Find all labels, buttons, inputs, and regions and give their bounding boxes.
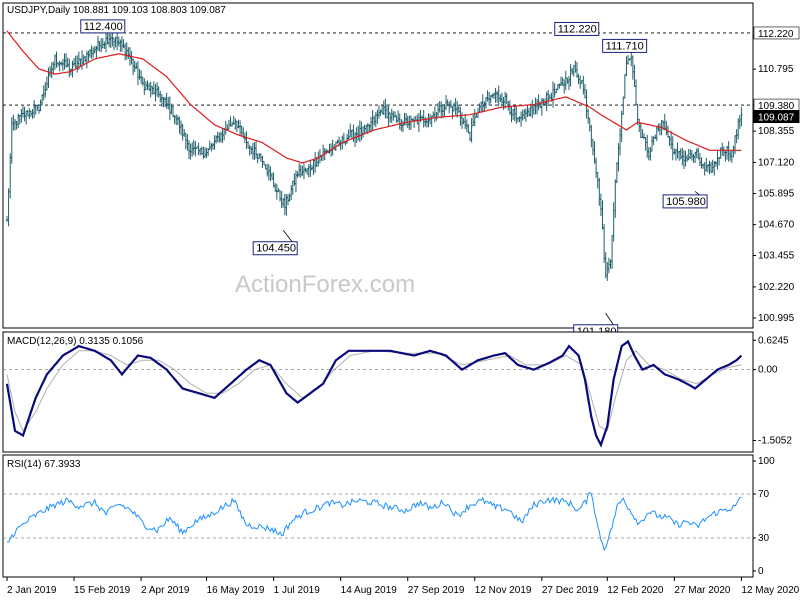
annotation-label: 105.980 bbox=[666, 196, 706, 208]
rsi-line bbox=[7, 491, 742, 552]
macd-tick-label: 0.00 bbox=[758, 365, 778, 376]
price-tick-label: 104.670 bbox=[758, 220, 795, 231]
price-y-axis: 112.110110.795109.380108.355107.120105.8… bbox=[752, 3, 800, 328]
price-level-tag: 112.220 bbox=[753, 26, 800, 40]
price-level-label: 109.380 bbox=[758, 101, 795, 112]
x-tick-label: 12 Feb 2020 bbox=[607, 585, 664, 596]
x-tick-label: 27 Sep 2019 bbox=[408, 585, 465, 596]
annotation-box bbox=[602, 38, 648, 53]
moving-average-line bbox=[6, 30, 742, 164]
rsi-panel bbox=[2, 454, 754, 578]
macd-tick-label: 0.6245 bbox=[758, 335, 789, 346]
x-tick-label: 14 Aug 2019 bbox=[341, 585, 398, 596]
annotation-label: 104.450 bbox=[256, 243, 296, 255]
x-tick-label: 27 Dec 2019 bbox=[542, 585, 599, 596]
rsi-tick-label: 30 bbox=[758, 533, 770, 544]
symbol-info: USDJPY,Daily 108.881 109.103 108.803 109… bbox=[7, 5, 226, 16]
x-tick-label: 12 Nov 2019 bbox=[475, 585, 532, 596]
price-resistance-lines bbox=[3, 32, 753, 106]
annotation-box bbox=[662, 194, 708, 209]
annotation-label: 112.400 bbox=[84, 21, 123, 33]
last-price-box bbox=[753, 110, 800, 124]
price-annotation: 111.710 bbox=[602, 38, 648, 53]
rsi-tick-label: 0 bbox=[758, 566, 764, 577]
price-annotation: 105.980 bbox=[662, 191, 708, 209]
annotation-label: 111.710 bbox=[606, 40, 644, 52]
macd-panel bbox=[2, 331, 754, 453]
macd-line bbox=[5, 339, 743, 448]
rsi-label: RSI(14) 67.3933 bbox=[7, 459, 81, 470]
price-annotation: 112.400 bbox=[80, 19, 126, 34]
annotation-box bbox=[80, 19, 126, 34]
price-tick-label: 108.355 bbox=[758, 126, 795, 137]
price-annotation: 112.220 bbox=[554, 21, 600, 36]
price-bars bbox=[5, 29, 743, 281]
x-tick-label: 27 Mar 2020 bbox=[674, 585, 731, 596]
x-tick-label: 16 May 2019 bbox=[207, 585, 265, 596]
price-level-label: 112.220 bbox=[758, 29, 794, 40]
rsi-tick-label: 70 bbox=[758, 489, 770, 500]
x-tick-label: 12 May 2020 bbox=[741, 585, 799, 596]
price-level-box bbox=[753, 26, 800, 40]
price-tick-label: 107.120 bbox=[758, 157, 795, 168]
annotation-box bbox=[554, 21, 600, 36]
annotation-box bbox=[252, 241, 298, 256]
x-axis: 2 Jan 2019 15 Feb 2019 2 Apr 2019 16 May 20… bbox=[6, 577, 800, 596]
price-tick-label: 110.795 bbox=[758, 64, 794, 75]
ohlc-bar bbox=[740, 106, 743, 127]
annotation-label: 112.220 bbox=[558, 23, 597, 35]
macd-tick-label: -1.5052 bbox=[758, 435, 792, 446]
price-tick-label: 105.895 bbox=[758, 189, 795, 200]
x-tick-label: 15 Feb 2019 bbox=[74, 585, 131, 596]
rsi-y-axis: 100 70 30 0 bbox=[752, 455, 775, 577]
price-tick-label: 103.455 bbox=[758, 251, 795, 262]
x-tick-label: 2 Apr 2019 bbox=[141, 585, 190, 596]
x-tick-label: 2 Jan 2019 bbox=[7, 585, 57, 596]
rsi-tick-label: 100 bbox=[758, 456, 775, 467]
macd-y-axis: 0.6245 0.00 -1.5052 bbox=[752, 332, 792, 452]
last-price-tag: 109.087 bbox=[753, 110, 800, 124]
price-tick-label: 100.995 bbox=[758, 313, 795, 324]
price-tick-label: 102.220 bbox=[758, 282, 795, 293]
price-level-tag: 109.380 bbox=[753, 98, 800, 112]
last-price-label: 109.087 bbox=[758, 113, 795, 124]
macd-label: MACD(12,26,9) 0.3135 0.1056 bbox=[7, 336, 144, 347]
watermark: ActionForex.com bbox=[235, 271, 415, 298]
rsi-level-lines bbox=[3, 493, 753, 539]
price-annotation: 104.450 bbox=[252, 230, 298, 256]
x-tick-label: 1 Jul 2019 bbox=[274, 585, 321, 596]
